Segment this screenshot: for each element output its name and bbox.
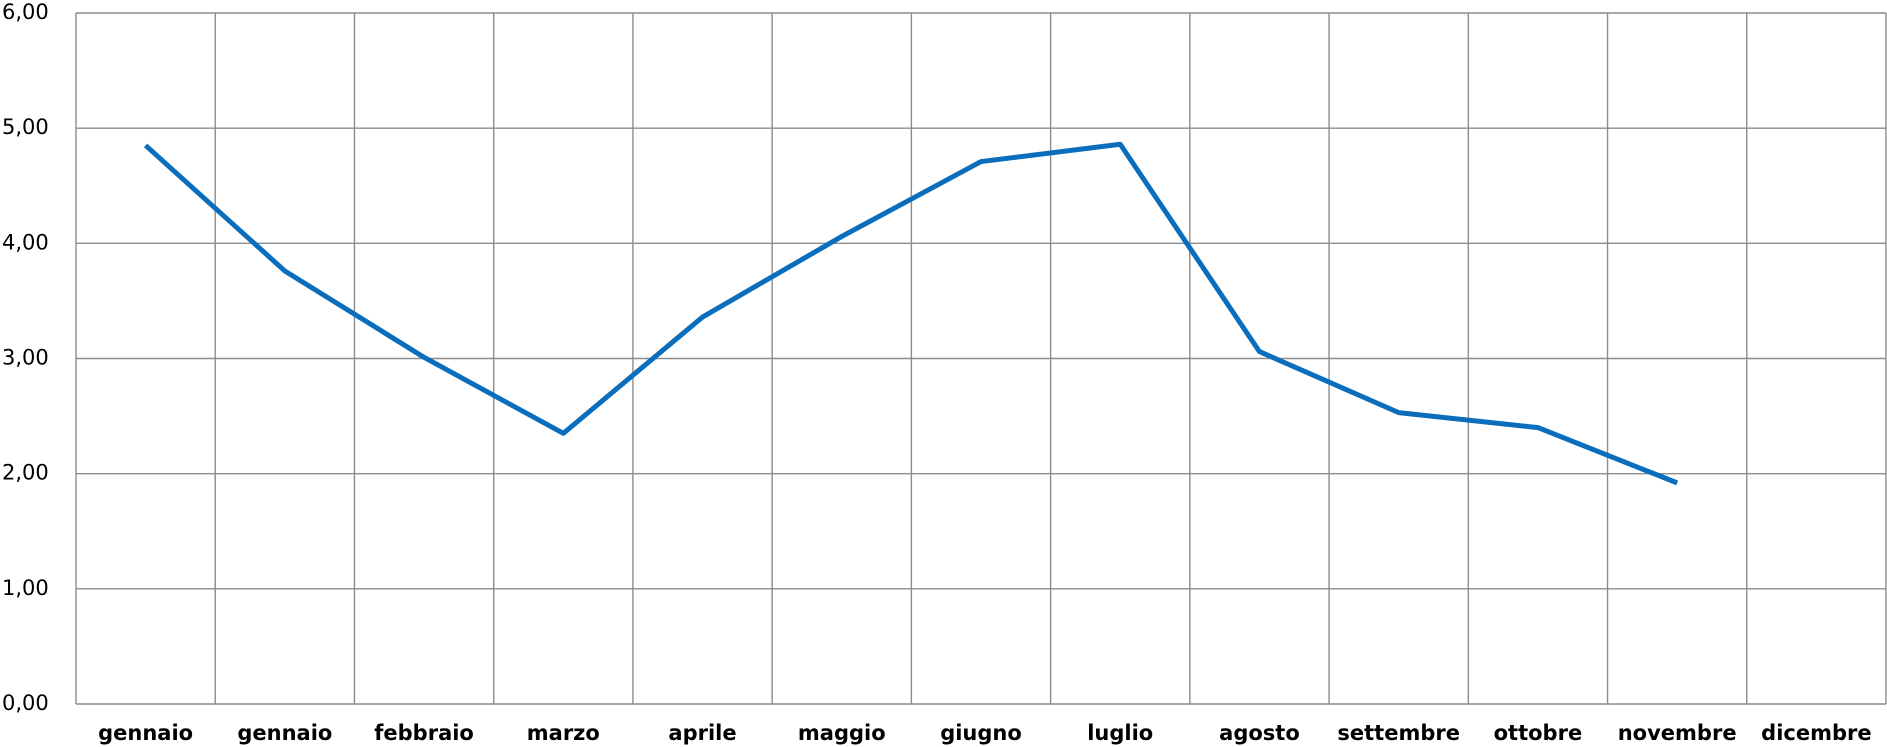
data-line [143, 141, 1679, 486]
x-tick-label: marzo [527, 721, 600, 745]
x-tick-label: ottobre [1494, 721, 1583, 745]
x-tick-label: luglio [1087, 721, 1153, 745]
y-tick-label: 4,00 [2, 230, 49, 254]
x-tick-label: gennaio [98, 721, 193, 745]
y-tick-label: 2,00 [2, 461, 49, 485]
x-tick-label: novembre [1618, 721, 1737, 745]
x-tick-label: settembre [1337, 721, 1460, 745]
x-tick-label: febbraio [374, 721, 474, 745]
x-tick-label: gennaio [237, 721, 332, 745]
x-tick-label: dicembre [1761, 721, 1871, 745]
x-tick-label: aprile [668, 721, 736, 745]
x-tick-label: agosto [1219, 721, 1300, 745]
y-tick-label: 6,00 [2, 0, 49, 24]
y-tick-label: 3,00 [2, 346, 49, 370]
y-tick-label: 1,00 [2, 576, 49, 600]
y-tick-label: 5,00 [2, 115, 49, 139]
x-tick-label: giugno [940, 721, 1022, 745]
y-tick-label: 0,00 [2, 691, 49, 715]
x-tick-label: maggio [798, 721, 886, 745]
